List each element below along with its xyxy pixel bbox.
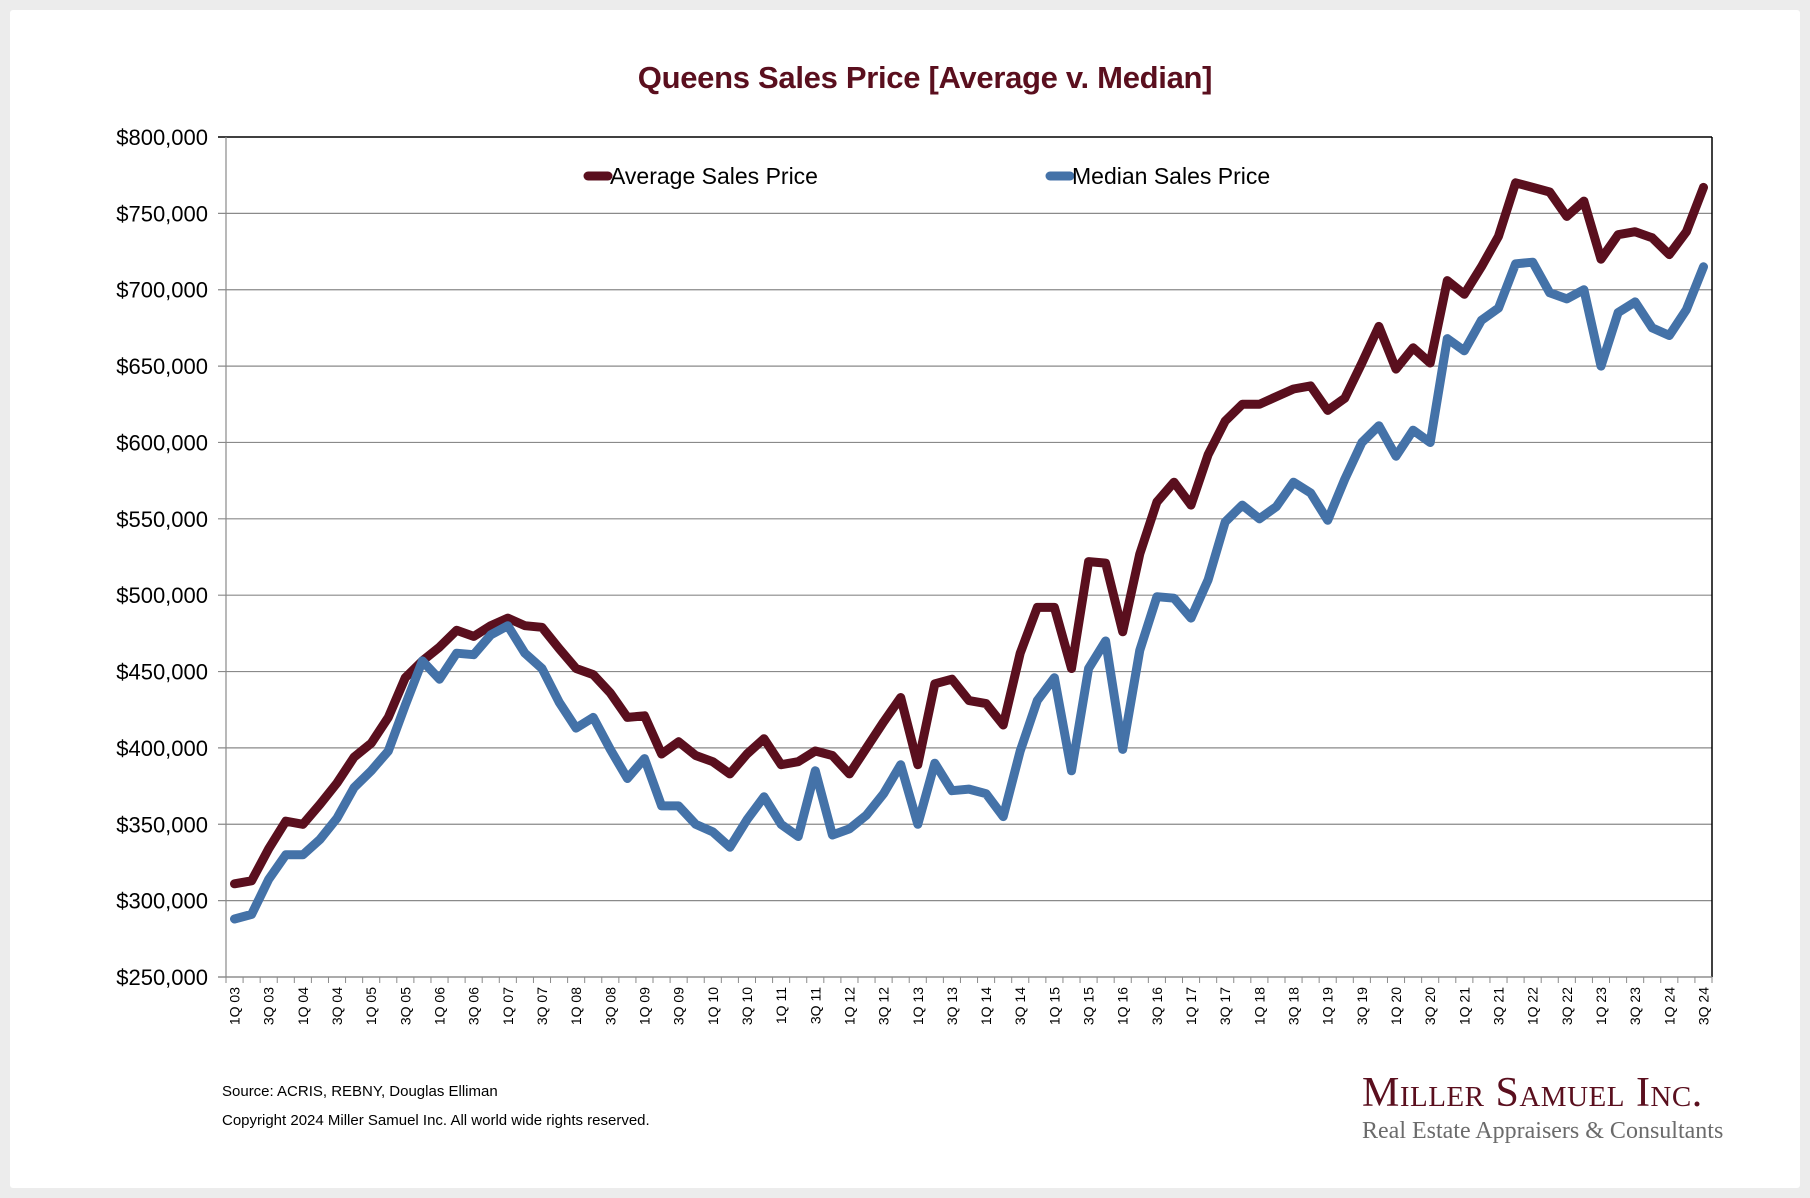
- y-tick-label: $700,000: [116, 278, 208, 303]
- y-tick-label: $450,000: [116, 660, 208, 685]
- x-tick-label: 3Q 22: [1559, 987, 1575, 1025]
- x-tick-label: 1Q 10: [705, 987, 721, 1025]
- x-tick-label: 1Q 08: [568, 987, 584, 1025]
- logo-tagline: Real Estate Appraisers & Consultants: [1362, 1118, 1724, 1144]
- company-logo: Miller Samuel Inc. Real Estate Appraiser…: [1362, 1070, 1724, 1146]
- source-note: Source: ACRIS, REBNY, Douglas Elliman: [222, 1083, 498, 1100]
- y-tick-label: $550,000: [116, 507, 208, 532]
- x-tick-label: 3Q 23: [1627, 987, 1643, 1025]
- x-tick-label: 3Q 10: [739, 987, 755, 1025]
- x-tick-label: 1Q 06: [432, 987, 448, 1025]
- y-tick-label: $350,000: [116, 812, 208, 837]
- x-tick-label: 1Q 04: [295, 987, 311, 1025]
- x-tick-label: 1Q 03: [227, 987, 243, 1025]
- x-tick-label: 3Q 16: [1149, 987, 1165, 1025]
- x-tick-label: 3Q 21: [1490, 987, 1506, 1025]
- x-tick-label: 3Q 03: [261, 987, 277, 1025]
- x-tick-label: 1Q 23: [1593, 987, 1609, 1025]
- x-tick-label: 3Q 14: [1012, 987, 1028, 1025]
- series-line-average-sales-price: [230, 178, 1708, 889]
- x-tick-label: 3Q 19: [1354, 987, 1370, 1025]
- legend-label: Median Sales Price: [1072, 163, 1270, 189]
- x-tick-label: 1Q 20: [1388, 987, 1404, 1025]
- chart-card: [10, 10, 1800, 1188]
- series-lines: [230, 178, 1708, 924]
- x-tick-label: 3Q 07: [534, 987, 550, 1025]
- x-tick-label: 1Q 22: [1525, 987, 1541, 1025]
- x-tick-label: 1Q 19: [1320, 987, 1336, 1025]
- x-tick-label: 1Q 09: [636, 987, 652, 1025]
- x-tick-label: 1Q 05: [363, 987, 379, 1025]
- x-tick-label: 1Q 15: [1046, 987, 1062, 1025]
- y-tick-label: $300,000: [116, 889, 208, 914]
- x-tick-label: 1Q 24: [1661, 987, 1677, 1025]
- logo-name: Miller Samuel Inc.: [1362, 1070, 1703, 1116]
- x-tick-label: 3Q 06: [466, 987, 482, 1025]
- x-tick-label: 3Q 04: [329, 987, 345, 1025]
- y-tick-label: $650,000: [116, 354, 208, 379]
- y-tick-label: $400,000: [116, 736, 208, 761]
- x-axis: 1Q 03 3Q 03 1Q 04 3Q 04 1Q 05 3Q 05 1Q 06 3Q 06…: [225, 977, 1713, 1025]
- x-tick-label: 1Q 14: [978, 987, 994, 1025]
- x-tick-label: 3Q 15: [1081, 987, 1097, 1025]
- legend: Average Sales Price Median Sales Price: [583, 163, 1270, 189]
- x-tick-label: 3Q 12: [876, 987, 892, 1025]
- x-tick-label: 3Q 20: [1422, 987, 1438, 1025]
- y-axis: $800,000 $750,000 $700,000 $650,000 $600,000…: [116, 125, 208, 990]
- plot-frame: [218, 137, 1713, 978]
- y-tick-label: $800,000: [116, 125, 208, 150]
- series-line-median-sales-price: [230, 257, 1708, 924]
- x-tick-label: 3Q 17: [1217, 987, 1233, 1025]
- x-tick-label: 1Q 18: [1251, 987, 1267, 1025]
- y-tick-label: $250,000: [116, 965, 208, 990]
- x-tick-label: 1Q 11: [773, 987, 789, 1024]
- x-tick-label: 1Q 07: [500, 987, 516, 1025]
- y-tick-label: $600,000: [116, 430, 208, 455]
- x-tick-label: 3Q 18: [1286, 987, 1302, 1025]
- x-tick-label: 3Q 05: [397, 987, 413, 1025]
- x-tick-label: 3Q 09: [671, 987, 687, 1025]
- x-tick-label: 1Q 17: [1183, 987, 1199, 1025]
- legend-label: Average Sales Price: [610, 163, 818, 189]
- y-tick-label: $750,000: [116, 201, 208, 226]
- x-tick-label: 3Q 13: [944, 987, 960, 1025]
- x-tick-label: 3Q 11: [807, 987, 823, 1024]
- x-tick-label: 1Q 21: [1456, 987, 1472, 1025]
- x-tick-label: 1Q 12: [841, 987, 857, 1025]
- chart-title: Queens Sales Price [Average v. Median]: [637, 60, 1213, 95]
- x-tick-label: 1Q 13: [910, 987, 926, 1025]
- x-tick-label: 3Q 08: [602, 987, 618, 1025]
- x-tick-label: 1Q 16: [1115, 987, 1131, 1025]
- y-tick-label: $500,000: [116, 583, 208, 608]
- x-tick-label: 3Q 24: [1695, 987, 1711, 1025]
- copyright-note: Copyright 2024 Miller Samuel Inc. All wo…: [222, 1112, 650, 1129]
